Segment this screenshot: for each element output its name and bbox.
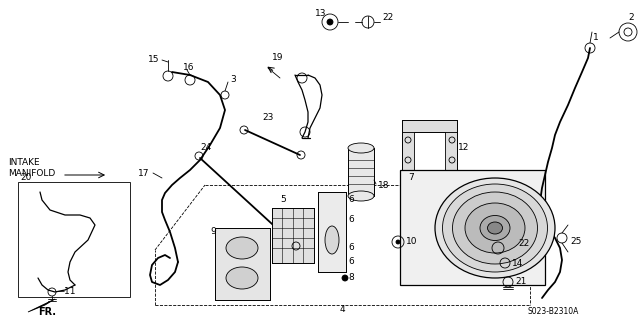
Text: 6: 6 xyxy=(348,257,354,266)
Ellipse shape xyxy=(442,184,547,272)
Bar xyxy=(215,228,270,300)
Ellipse shape xyxy=(226,237,258,259)
Text: 12: 12 xyxy=(458,144,469,152)
Ellipse shape xyxy=(226,267,258,289)
Bar xyxy=(318,192,346,272)
Bar xyxy=(402,120,457,132)
Text: 16: 16 xyxy=(183,63,195,72)
Text: S023-B2310A: S023-B2310A xyxy=(528,308,579,316)
Ellipse shape xyxy=(348,191,374,201)
Text: 7: 7 xyxy=(408,174,413,182)
Text: 6: 6 xyxy=(348,243,354,253)
Circle shape xyxy=(342,275,348,281)
Text: 10: 10 xyxy=(406,238,417,247)
Text: —11: —11 xyxy=(56,287,77,296)
Text: 2: 2 xyxy=(628,13,634,23)
Text: 6: 6 xyxy=(348,216,354,225)
Ellipse shape xyxy=(480,216,510,241)
Text: 19: 19 xyxy=(272,54,284,63)
Text: 4: 4 xyxy=(340,306,346,315)
Text: 22: 22 xyxy=(518,240,529,249)
Ellipse shape xyxy=(465,203,525,253)
Bar xyxy=(18,182,130,297)
Bar xyxy=(348,148,374,196)
Ellipse shape xyxy=(488,222,502,234)
Text: 24: 24 xyxy=(200,144,211,152)
Polygon shape xyxy=(28,299,55,312)
Text: 20: 20 xyxy=(20,173,31,182)
Circle shape xyxy=(396,240,400,244)
Text: 18: 18 xyxy=(378,181,390,189)
Text: 25: 25 xyxy=(570,238,581,247)
Ellipse shape xyxy=(348,143,374,153)
Text: 21: 21 xyxy=(515,278,526,286)
Ellipse shape xyxy=(435,178,555,278)
Text: 22: 22 xyxy=(382,13,393,23)
Text: 17: 17 xyxy=(138,168,150,177)
Text: 9: 9 xyxy=(210,227,216,236)
Ellipse shape xyxy=(325,226,339,254)
Bar xyxy=(402,132,414,170)
Text: 8: 8 xyxy=(348,273,354,283)
Bar xyxy=(445,132,457,170)
Text: 13: 13 xyxy=(315,9,326,18)
Text: 15: 15 xyxy=(148,56,159,64)
Circle shape xyxy=(327,19,333,25)
Ellipse shape xyxy=(452,192,538,264)
Text: 14: 14 xyxy=(512,258,524,268)
Text: FR.: FR. xyxy=(38,307,56,317)
Text: 6: 6 xyxy=(348,196,354,204)
Text: 1: 1 xyxy=(593,33,599,42)
Text: 5: 5 xyxy=(280,196,285,204)
Bar xyxy=(272,208,314,263)
Bar xyxy=(400,170,545,285)
Text: 23: 23 xyxy=(262,114,273,122)
Text: 3: 3 xyxy=(230,76,236,85)
Text: INTAKE
MANIFOLD: INTAKE MANIFOLD xyxy=(8,158,55,178)
